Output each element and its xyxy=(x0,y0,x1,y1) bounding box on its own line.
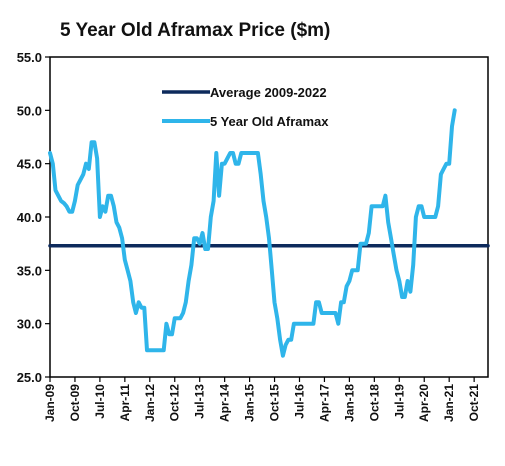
x-tick-label: Apr-11 xyxy=(118,384,132,422)
price-line xyxy=(48,108,457,358)
x-tick-label: Jan-15 xyxy=(243,384,257,422)
x-tick-label: Oct-18 xyxy=(367,384,381,422)
x-tick-label: Jan-09 xyxy=(43,384,57,422)
x-tick-label: Oct-21 xyxy=(467,384,481,422)
legend: Average 2009-2022 5 Year Old Aframax xyxy=(162,85,329,129)
chart-title: 5 Year Old Aframax Price ($m) xyxy=(60,20,331,41)
y-tick-label: 40.0 xyxy=(17,210,42,225)
legend-label: Average 2009-2022 xyxy=(210,85,327,100)
x-tick-label: Oct-12 xyxy=(168,384,182,422)
x-tick-label: Jan-12 xyxy=(143,384,157,422)
x-tick-label: Jul-16 xyxy=(292,384,306,419)
y-tick-label: 50.0 xyxy=(17,103,42,118)
axes: 25.0 30.0 35.0 40.0 45.0 50.0 55.0 Jan-09 Oct-09… xyxy=(17,50,489,422)
y-tick-label: 35.0 xyxy=(17,263,42,278)
y-tick-label: 55.0 xyxy=(17,50,42,65)
legend-label: 5 Year Old Aframax xyxy=(210,114,329,129)
y-tick-label: 25.0 xyxy=(17,370,42,385)
x-tick-label: Apr-20 xyxy=(417,384,431,422)
x-tick-label: Jan-21 xyxy=(442,384,456,422)
x-tick-label: Jan-18 xyxy=(342,384,356,422)
x-tick-label: Jul-19 xyxy=(392,384,406,419)
x-tick-label: Apr-17 xyxy=(317,384,331,422)
x-tick-label: Apr-14 xyxy=(218,384,232,422)
x-tick-label: Oct-15 xyxy=(268,384,282,422)
y-tick-label: 45.0 xyxy=(17,157,42,172)
series-lines xyxy=(48,108,490,358)
x-tick-label: Jul-13 xyxy=(193,384,207,419)
x-tick-label: Jul-10 xyxy=(93,384,107,419)
x-tick-label: Oct-09 xyxy=(68,384,82,422)
y-tick-label: 30.0 xyxy=(17,317,42,332)
